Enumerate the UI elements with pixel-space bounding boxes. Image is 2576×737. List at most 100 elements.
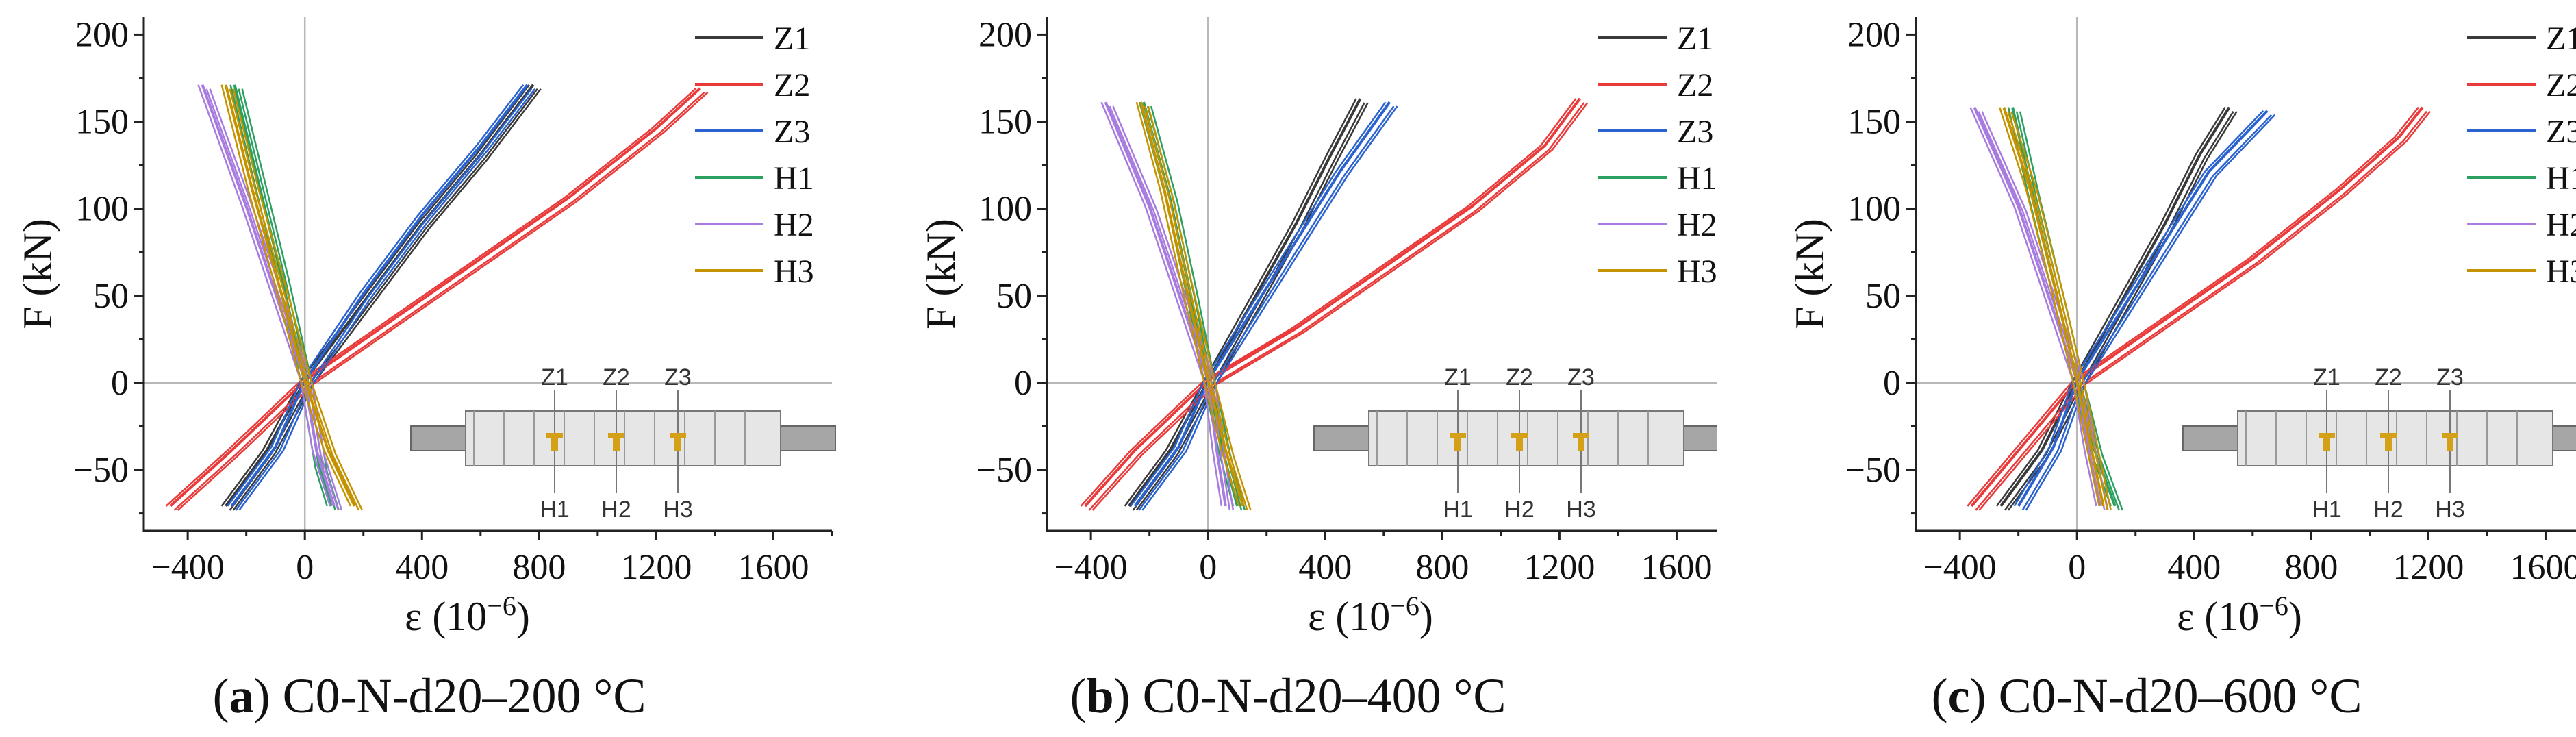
gauge-marker [2380, 433, 2397, 438]
legend-label: H3 [2546, 253, 2576, 290]
series-line [1128, 98, 1362, 508]
y-tick-label: −50 [976, 451, 1032, 490]
gauge-marker [2442, 433, 2458, 438]
y-tick-label: 100 [1847, 190, 1901, 229]
gauge-label-top: Z2 [603, 364, 630, 390]
gauge-label-bottom: H2 [1504, 497, 1534, 523]
gauge-marker [1511, 433, 1528, 438]
series-line [232, 88, 364, 511]
y-tick-label: 0 [1883, 364, 1901, 403]
gauge-label-bottom: H3 [663, 497, 692, 523]
series-z3 [227, 84, 536, 511]
series-line [1975, 110, 2427, 511]
series-line [229, 84, 328, 507]
series-line [1967, 106, 2419, 507]
axes [1046, 17, 1717, 532]
caption-b: (b) C0-N-d20–400 °C [1070, 669, 1506, 723]
gauge-marker [2447, 438, 2453, 451]
series-line [173, 91, 705, 511]
y-tick-label: 100 [75, 190, 129, 229]
legend-label: Z3 [1677, 114, 1713, 150]
gauge-marker [2323, 438, 2330, 451]
x-tick-label: 400 [395, 548, 449, 587]
y-tick-label: −50 [73, 451, 129, 490]
series-line [232, 88, 542, 511]
series-line [1135, 102, 1369, 511]
series-line [1995, 107, 2226, 507]
gauge-label-top: Z1 [541, 364, 568, 390]
x-tick-label: −400 [1923, 548, 1996, 587]
axes [142, 17, 832, 532]
gauge-marker [1450, 433, 1466, 438]
gauge-label-top: Z2 [1506, 364, 1533, 390]
gauge-marker [608, 433, 624, 438]
x-tick-label: 1200 [620, 548, 692, 587]
series-line [227, 84, 525, 507]
x-tick-label: −400 [151, 548, 224, 587]
legend-label: Z1 [774, 21, 810, 57]
series-line [209, 88, 343, 511]
series-line [1138, 105, 1395, 511]
legend-label: H2 [2546, 207, 2576, 243]
legend-label: H2 [1677, 207, 1717, 243]
series-line [1100, 101, 1223, 507]
series-line [169, 87, 701, 508]
series-line [1080, 98, 1577, 507]
series-line [2010, 111, 2112, 511]
y-tick-label: 100 [978, 190, 1032, 229]
x-tick-label: 400 [1298, 548, 1352, 587]
gauge-marker [551, 438, 558, 451]
series-line [1091, 102, 1589, 511]
series-line [1133, 101, 1391, 508]
legend-label: H3 [1677, 253, 1717, 290]
legend-label: Z2 [1677, 67, 1713, 103]
series-line [1147, 105, 1252, 511]
x-tick-label: 1600 [1641, 548, 1712, 587]
gauge-marker [1516, 438, 1523, 451]
x-tick-label: 0 [296, 548, 314, 587]
y-tick-label: 0 [111, 364, 129, 403]
series-line [1970, 106, 2424, 508]
y-axis-label: F (kN) [15, 218, 60, 329]
series-line [1139, 101, 1245, 507]
specimen-inset: Z1 Z2 Z3 H1 H2 H3 [2182, 364, 2576, 523]
series-line [230, 84, 529, 508]
series-line [197, 84, 331, 507]
legend-label: Z1 [2546, 21, 2576, 57]
gauge-label-top: Z3 [2436, 364, 2464, 390]
gauge-label-bottom: H2 [601, 497, 631, 523]
legend-label: H1 [1677, 160, 1717, 197]
series-line [201, 84, 336, 507]
series-line [2021, 114, 2273, 511]
specimen-inset: Z1 Z2 Z3 H1 H2 H3 [410, 364, 836, 523]
gauge-label-top: Z1 [1444, 364, 1472, 390]
y-tick-label: 200 [75, 15, 129, 54]
series-line [1999, 106, 2231, 508]
x-tick-label: 1600 [2510, 548, 2576, 587]
legend-label: Z1 [1677, 21, 1713, 57]
series-h3 [1999, 107, 2112, 511]
series-z2 [1967, 106, 2431, 511]
series-line [1141, 105, 1398, 511]
series-z3 [1130, 101, 1398, 511]
y-tick-label: 200 [978, 15, 1032, 54]
gauge-label-bottom: H1 [1443, 497, 1472, 523]
x-axis-label: ε (10−6) [2177, 590, 2302, 639]
y-axis-label: F (kN) [918, 218, 963, 329]
series-line [2019, 111, 2123, 511]
series-line [165, 87, 697, 507]
gauge-marker [546, 433, 563, 438]
legend-label: Z2 [774, 67, 810, 103]
x-axis-label: ε (10−6) [1308, 590, 1433, 639]
gauge-marker [1454, 438, 1461, 451]
gauge-label-bottom: H3 [2435, 497, 2464, 523]
y-tick-label: 150 [978, 103, 1032, 142]
series-line [2007, 111, 2108, 511]
gauge-marker [1578, 438, 1584, 451]
series-line [1130, 101, 1387, 507]
series-line [2013, 110, 2264, 507]
series-line [1088, 102, 1585, 511]
y-tick-label: 50 [996, 277, 1032, 316]
y-axis-label: F (kN) [1787, 218, 1832, 329]
gauge-label-bottom: H2 [2373, 497, 2403, 523]
